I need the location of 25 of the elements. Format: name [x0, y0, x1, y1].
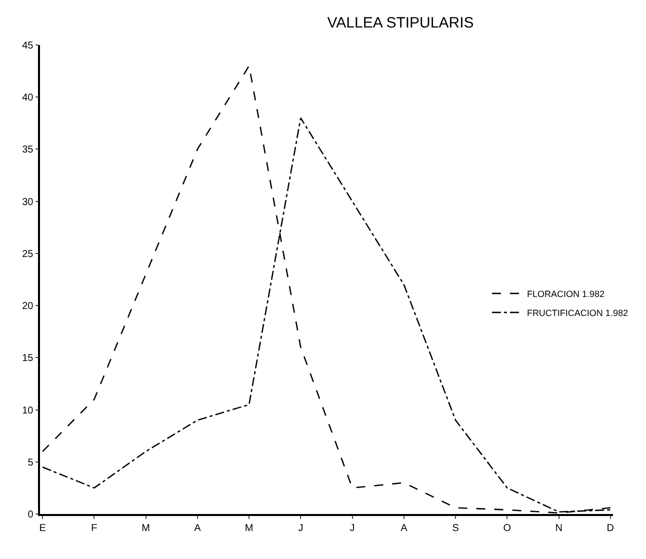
x-tick-label: D	[606, 523, 614, 534]
y-tick-label: 20	[22, 301, 34, 312]
y-tick-label: 25	[22, 248, 34, 260]
y-tick-label: 30	[22, 196, 34, 208]
x-tick-label: J	[350, 523, 355, 534]
x-tick-label: A	[194, 523, 202, 534]
y-tick-label: 5	[28, 457, 34, 468]
y-tick-label: 0	[28, 510, 34, 520]
x-tick-label: N	[555, 523, 562, 534]
y-tick-label: 35	[22, 144, 34, 156]
y-tick-label: 40	[22, 92, 34, 104]
x-tick-label: S	[452, 523, 460, 534]
x-tick-label: O	[503, 523, 512, 534]
x-tick-label: M	[244, 523, 254, 534]
y-tick-label: 10	[22, 405, 34, 416]
x-tick-label: M	[142, 523, 150, 534]
x-tick-label: A	[400, 523, 408, 534]
y-tick-label: 45	[22, 40, 34, 52]
y-tick-label: 15	[22, 353, 34, 364]
legend-label: FLORACION 1.982	[526, 288, 604, 299]
x-tick-label: E	[39, 523, 46, 534]
x-tick-label: F	[91, 523, 98, 534]
chart-title: VALLEA STIPULARIS	[327, 14, 474, 32]
x-tick-label: J	[298, 523, 304, 534]
legend-label: FRUCTIFICACION 1.982	[526, 308, 628, 318]
